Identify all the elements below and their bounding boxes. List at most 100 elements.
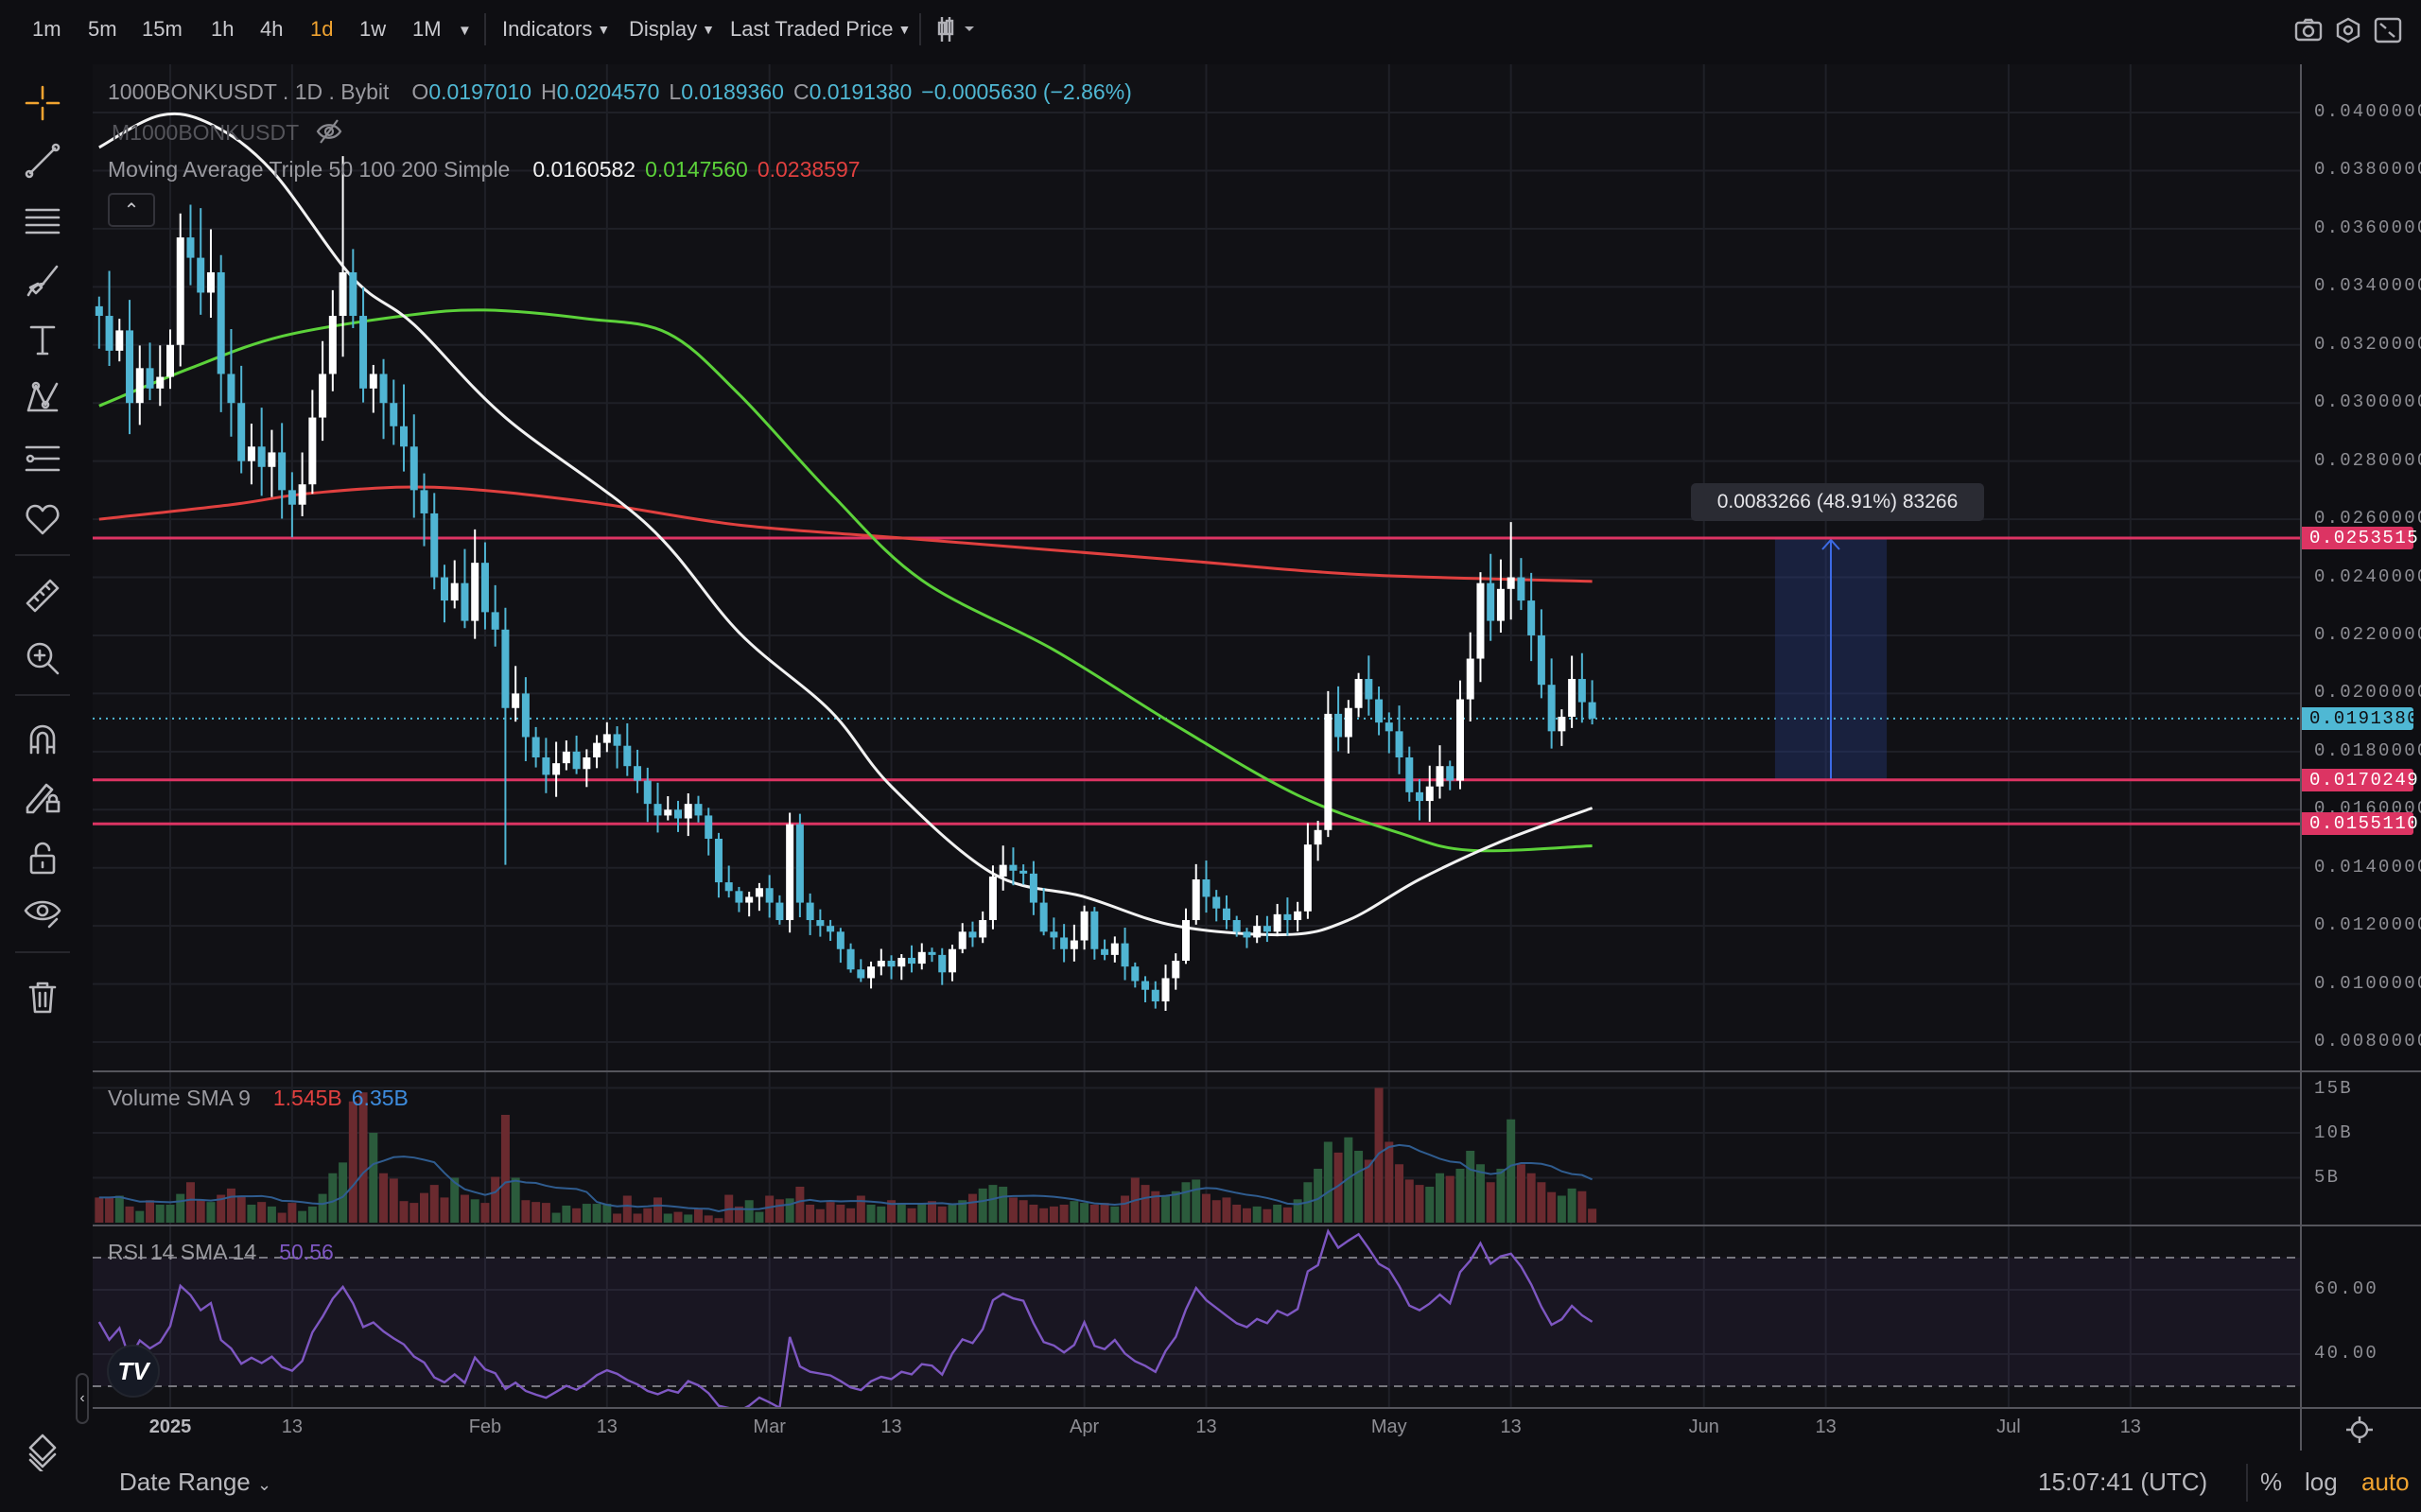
volume-bar bbox=[1252, 1206, 1262, 1223]
symbol-title[interactable]: 1000BONKUSDT . 1D . Bybit bbox=[108, 79, 390, 104]
volume-bar bbox=[1526, 1173, 1536, 1223]
ma50-line bbox=[98, 112, 1594, 937]
volume-bar bbox=[836, 1205, 845, 1223]
interval-15m[interactable]: 15m bbox=[142, 17, 183, 41]
volume-bar bbox=[358, 1092, 368, 1223]
indicators-button[interactable]: Indicators ▼ bbox=[502, 17, 610, 42]
more-intervals-caret-down-icon[interactable]: ▼ bbox=[458, 23, 472, 39]
ruler-tool[interactable] bbox=[21, 574, 64, 617]
volume-bar bbox=[1171, 1190, 1180, 1223]
low-value: 0.0189360 bbox=[681, 79, 784, 104]
candle-body bbox=[278, 452, 287, 491]
volume-bar bbox=[541, 1203, 550, 1223]
candle-body bbox=[583, 756, 591, 770]
volume-bar bbox=[440, 1197, 449, 1223]
log-scale-toggle[interactable]: log bbox=[2305, 1468, 2338, 1496]
interval-1m[interactable]: 1m bbox=[32, 17, 61, 41]
percent-scale-toggle[interactable]: % bbox=[2260, 1468, 2283, 1496]
volume-bar bbox=[1314, 1169, 1323, 1223]
horizontal-lines-tool[interactable] bbox=[21, 200, 64, 243]
volume-bar bbox=[684, 1214, 693, 1223]
date-range-button[interactable]: Date Range ⌄ bbox=[119, 1468, 271, 1497]
collapse-legend-button[interactable]: ⌃ bbox=[108, 193, 155, 227]
price-source-dropdown[interactable]: Last Traded Price ▼ bbox=[730, 17, 911, 42]
tradingview-logo[interactable]: TV bbox=[107, 1345, 160, 1398]
interval-1M[interactable]: 1M bbox=[412, 17, 442, 41]
volume-bar bbox=[521, 1200, 531, 1223]
volume-bar bbox=[755, 1211, 764, 1223]
candle-body bbox=[156, 376, 165, 389]
trendline-tool[interactable] bbox=[21, 139, 64, 182]
zoom-in-icon bbox=[26, 642, 60, 675]
fullscreen-icon[interactable] bbox=[2374, 17, 2402, 48]
zoom-tool[interactable] bbox=[21, 636, 64, 680]
candle-body bbox=[1151, 989, 1159, 1002]
delete-drawings-tool[interactable] bbox=[21, 976, 64, 1019]
volume-bar bbox=[1385, 1141, 1394, 1223]
ma100-line bbox=[98, 308, 1593, 853]
candle-body bbox=[917, 951, 926, 965]
fib-tool[interactable] bbox=[21, 437, 64, 480]
auto-scale-toggle[interactable]: auto bbox=[2361, 1468, 2410, 1496]
candle-body bbox=[420, 490, 428, 513]
volume-bar bbox=[135, 1210, 145, 1223]
candle-body bbox=[613, 734, 621, 746]
chevron-down-icon: ⌄ bbox=[257, 1475, 272, 1494]
clock[interactable]: 15:07:41 (UTC) bbox=[2038, 1468, 2208, 1496]
chart-type-button[interactable] bbox=[936, 13, 978, 51]
candle-body bbox=[1365, 679, 1373, 700]
candle-body bbox=[1517, 577, 1525, 601]
volume-bar bbox=[369, 1133, 378, 1223]
candle-body bbox=[247, 446, 255, 461]
pattern-tool[interactable] bbox=[21, 376, 64, 420]
volume-bar bbox=[653, 1197, 663, 1223]
open-label: O bbox=[411, 79, 429, 104]
brush-tool[interactable] bbox=[21, 259, 64, 303]
horizontal-line-price-label: 0.0155110 bbox=[2302, 812, 2418, 836]
price-axis-label: 0.0140000 bbox=[2314, 856, 2421, 878]
candles bbox=[95, 156, 1596, 1012]
lock-drawings-tool[interactable] bbox=[21, 775, 64, 819]
price-axis-label: 0.0180000 bbox=[2314, 739, 2421, 761]
axis-settings-gear-icon[interactable] bbox=[2344, 1415, 2375, 1450]
volume-bar bbox=[307, 1206, 317, 1223]
ma-title[interactable]: Moving Average Triple 50 100 200 Simple bbox=[108, 157, 511, 182]
display-label: Display bbox=[629, 17, 698, 41]
volume-title[interactable]: Volume SMA 9 bbox=[108, 1086, 251, 1110]
object-tree-tool[interactable] bbox=[21, 1430, 64, 1473]
lock-icon bbox=[29, 842, 56, 875]
volume-bar bbox=[511, 1177, 520, 1223]
volume-bar bbox=[1080, 1203, 1089, 1223]
volume-bar bbox=[897, 1203, 906, 1223]
interval-5m[interactable]: 5m bbox=[88, 17, 117, 41]
interval-1w[interactable]: 1w bbox=[359, 17, 387, 41]
compare-symbol[interactable]: M1000BONKUSDT bbox=[112, 120, 300, 145]
magnet-tool[interactable] bbox=[21, 717, 64, 760]
eye-hidden-icon[interactable] bbox=[315, 118, 343, 145]
hide-drawings-tool[interactable] bbox=[21, 891, 64, 934]
collapse-toolbar-button[interactable]: ‹ bbox=[76, 1373, 89, 1424]
layers-icon bbox=[28, 1434, 57, 1471]
display-button[interactable]: Display ▼ bbox=[629, 17, 715, 42]
candle-body bbox=[512, 693, 520, 708]
candle-body bbox=[1161, 978, 1170, 1002]
price-axis-label: 0.0240000 bbox=[2314, 565, 2421, 587]
candle-body bbox=[531, 737, 540, 757]
volume-bar bbox=[1395, 1164, 1404, 1223]
favorites-tool[interactable] bbox=[21, 497, 64, 541]
interval-1d[interactable]: 1d bbox=[310, 17, 334, 41]
rsi-title[interactable]: RSI 14 SMA 14 bbox=[108, 1240, 257, 1264]
interval-1h[interactable]: 1h bbox=[211, 17, 235, 41]
volume-bar bbox=[155, 1205, 165, 1223]
interval-4h[interactable]: 4h bbox=[260, 17, 284, 41]
top-toolbar: 1m 5m 15m 1h 4h 1d 1w 1M ▼ Indicators ▼ D… bbox=[0, 0, 2421, 62]
lock-tool[interactable] bbox=[21, 837, 64, 880]
volume-bar bbox=[988, 1185, 998, 1223]
crosshair-tool[interactable] bbox=[21, 81, 64, 125]
volume-bar bbox=[165, 1205, 175, 1223]
text-tool[interactable] bbox=[21, 318, 64, 361]
volume-bar bbox=[744, 1200, 754, 1223]
gear-icon[interactable] bbox=[2334, 17, 2362, 48]
camera-icon[interactable] bbox=[2294, 17, 2323, 48]
